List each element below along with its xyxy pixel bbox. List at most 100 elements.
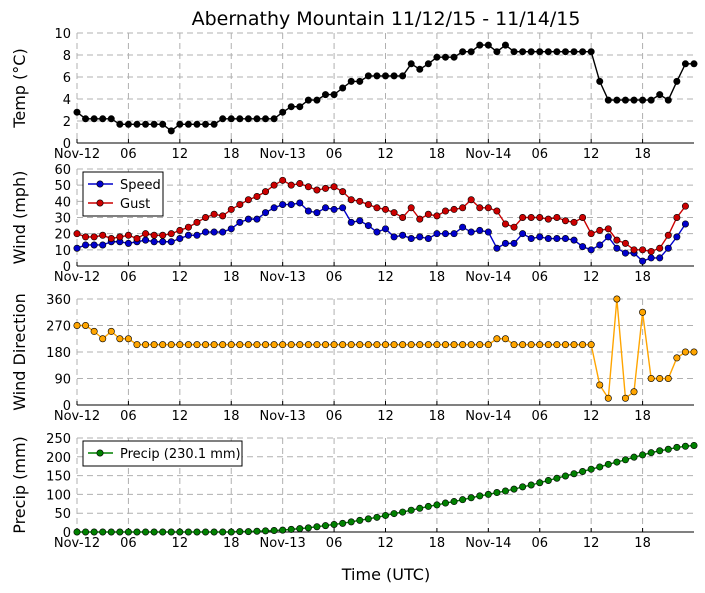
data-point-precip: [544, 476, 552, 484]
data-point-gust: [262, 188, 270, 196]
data-point-temp: [647, 96, 655, 104]
y-tick-label: 4: [63, 93, 71, 108]
data-point-speed: [613, 244, 621, 252]
data-point-speed: [673, 233, 681, 241]
data-point-precip: [501, 487, 509, 495]
legend-box: [82, 171, 164, 217]
data-point-speed: [587, 246, 595, 254]
data-point-temp: [604, 96, 612, 104]
data-point-temp: [664, 96, 672, 104]
data-point-temp: [262, 115, 270, 123]
data-point-temp: [73, 108, 81, 116]
data-point-precip: [287, 525, 295, 533]
data-point-temp: [433, 53, 441, 61]
data-point-speed: [399, 231, 407, 239]
data-point-gust: [673, 214, 681, 222]
x-tick-label: 06: [120, 409, 137, 424]
data-point-precip: [690, 441, 698, 449]
data-point-direction: [621, 394, 629, 402]
data-point-speed: [339, 204, 347, 212]
data-point-gust: [467, 196, 475, 204]
data-point-precip: [596, 463, 604, 471]
x-tick-label: 06: [531, 536, 548, 551]
data-point-temp: [313, 96, 321, 104]
data-point-direction: [347, 341, 355, 349]
y-tick-label: 0: [63, 137, 71, 152]
data-point-speed: [99, 241, 107, 249]
data-point-speed: [193, 231, 201, 239]
data-point-direction: [90, 327, 98, 335]
data-point-precip: [193, 528, 201, 536]
data-point-gust: [339, 188, 347, 196]
data-point-speed: [579, 243, 587, 251]
data-point-speed: [253, 215, 261, 223]
data-point-direction: [262, 341, 270, 349]
data-point-direction: [484, 341, 492, 349]
data-point-temp: [673, 77, 681, 85]
y-tick-label: 50: [54, 179, 71, 194]
data-point-gust: [82, 233, 90, 241]
data-point-temp: [227, 115, 235, 123]
y-tick-label: 8: [63, 49, 71, 64]
data-point-direction: [570, 341, 578, 349]
y-tick-label: 60: [54, 163, 71, 178]
x-tick-label: 06: [326, 409, 343, 424]
data-point-precip: [339, 519, 347, 527]
data-point-gust: [416, 215, 424, 223]
data-point-speed: [484, 228, 492, 236]
data-point-temp: [82, 115, 90, 123]
data-point-gust: [570, 218, 578, 226]
data-point-speed: [664, 244, 672, 252]
x-tick-label: 12: [583, 409, 600, 424]
data-point-gust: [356, 197, 364, 205]
data-point-speed: [510, 239, 518, 247]
data-point-direction: [82, 321, 90, 329]
data-point-speed: [167, 238, 175, 246]
data-point-temp: [544, 48, 552, 56]
data-point-precip: [510, 485, 518, 493]
x-tick-label: 12: [172, 536, 189, 551]
data-point-gust: [407, 204, 415, 212]
data-point-temp: [270, 115, 278, 123]
data-point-temp: [467, 48, 475, 56]
data-point-gust: [630, 246, 638, 254]
data-point-temp: [484, 41, 492, 49]
x-tick-label: 12: [583, 270, 600, 285]
data-point-direction: [339, 341, 347, 349]
data-point-speed: [450, 230, 458, 238]
y-axis-label: Wind Direction: [10, 293, 29, 411]
data-point-gust: [347, 196, 355, 204]
data-point-gust: [142, 230, 150, 238]
data-point-speed: [90, 241, 98, 249]
data-point-precip: [279, 526, 287, 534]
data-point-direction: [322, 341, 330, 349]
data-point-direction: [424, 341, 432, 349]
data-point-speed: [227, 225, 235, 233]
data-point-gust: [364, 201, 372, 209]
y-tick-label: 360: [46, 293, 71, 308]
data-point-temp: [279, 108, 287, 116]
data-point-gust: [150, 231, 158, 239]
data-point-speed: [621, 249, 629, 257]
data-point-direction: [244, 341, 252, 349]
x-tick-label: 18: [429, 270, 446, 285]
data-point-direction: [159, 341, 167, 349]
data-point-direction: [184, 341, 192, 349]
y-axis-label: Temp (°C): [10, 48, 29, 128]
x-tick-label: Nov-14: [465, 147, 511, 162]
data-point-precip: [116, 528, 124, 536]
data-point-direction: [287, 341, 295, 349]
data-point-gust: [167, 230, 175, 238]
data-point-gust: [390, 209, 398, 217]
data-point-gust: [322, 184, 330, 192]
data-point-direction: [690, 348, 698, 356]
data-point-precip: [647, 449, 655, 457]
data-point-gust: [639, 246, 647, 254]
data-point-gust: [313, 186, 321, 194]
data-point-precip: [159, 528, 167, 536]
data-point-gust: [193, 218, 201, 226]
data-point-speed: [381, 225, 389, 233]
data-point-temp: [133, 120, 141, 128]
